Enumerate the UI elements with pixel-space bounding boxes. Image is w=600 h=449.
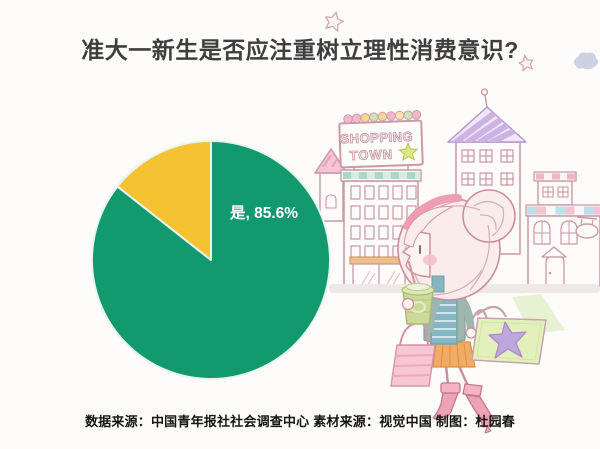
- credits-text: 数据来源：中国青年报社社会调查中心 素材来源：视觉中国 制图：杜园春: [84, 414, 516, 429]
- cloud-doodle: [573, 52, 599, 70]
- sign-text-line1: SHOPPING: [340, 129, 413, 147]
- pie-chart: [91, 140, 331, 380]
- pie-slice-是: [91, 140, 331, 380]
- front-boot: [432, 382, 461, 421]
- page-title: 准大一新生是否应注重树立理性消费意识?: [81, 37, 519, 63]
- collar: [431, 275, 445, 293]
- green-shopping-bag: [471, 305, 547, 365]
- hanging-sign: [575, 216, 599, 239]
- star-doodle-right: [518, 54, 534, 72]
- grass-patch: [512, 294, 565, 334]
- sign-star-icon: [398, 142, 418, 161]
- blush: [423, 254, 437, 266]
- star-doodle-top: [325, 11, 344, 32]
- sign-garland: [343, 110, 422, 124]
- back-boot: [462, 383, 494, 434]
- checker-band: [527, 206, 600, 215]
- kiosk-building: [314, 148, 348, 222]
- shopping-town-sign: SHOPPING TOWN: [338, 119, 424, 169]
- drink-cup: [401, 260, 435, 325]
- headband: [403, 193, 462, 230]
- pie-slice-label: 是, 85.6%: [230, 205, 299, 222]
- pie-slice-unlabeled: [116, 140, 212, 261]
- right-building: [525, 171, 600, 287]
- tower-windows: [461, 149, 514, 186]
- girl-shopper: [390, 189, 547, 434]
- sign-text-line2: TOWN: [349, 147, 393, 164]
- building-top-band: [343, 172, 420, 179]
- bag-star-icon: [488, 321, 527, 359]
